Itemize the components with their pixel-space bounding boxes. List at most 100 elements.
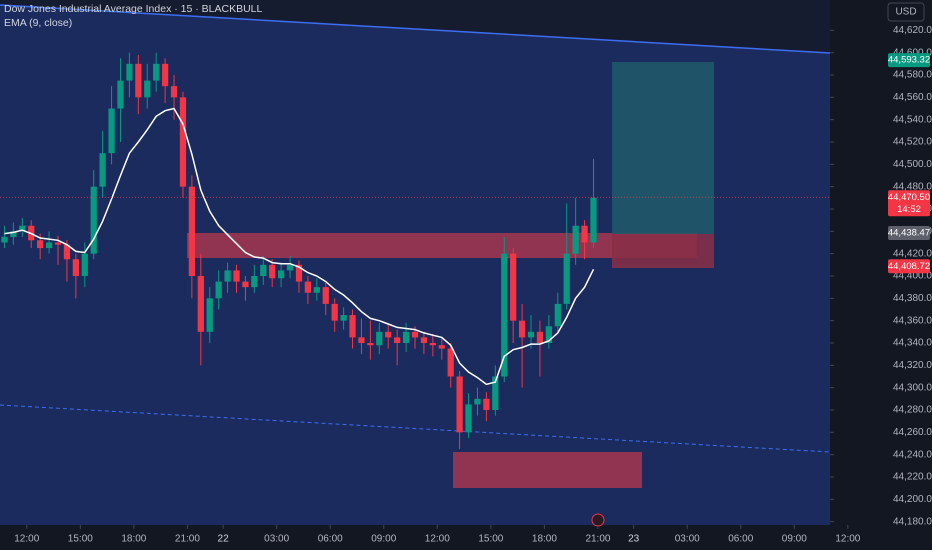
- x-tick-label: 06:00: [318, 534, 343, 545]
- candle-body: [545, 326, 552, 343]
- event-icon[interactable]: [591, 513, 605, 527]
- x-tick-label: 21:00: [585, 534, 610, 545]
- candle-body: [260, 264, 267, 276]
- candle-body: [340, 315, 347, 321]
- price-sublabel: 14:52: [897, 204, 921, 215]
- candle-body: [135, 63, 142, 98]
- y-tick-label: 44,400.00: [893, 271, 932, 282]
- candle-body: [144, 80, 151, 98]
- candle-body: [206, 298, 213, 332]
- candle-body: [349, 315, 356, 338]
- candle-body: [313, 287, 320, 293]
- y-tick-label: 44,180.00: [893, 516, 932, 527]
- x-tick-label: 12:00: [14, 534, 39, 545]
- y-tick-label: 44,420.00: [893, 248, 932, 259]
- y-tick-label: 44,480.00: [893, 181, 932, 192]
- chart-title: Dow Jones Industrial Average Index · 15 …: [4, 3, 263, 15]
- y-tick-label: 44,240.00: [893, 449, 932, 460]
- y-tick-label: 44,600.00: [893, 47, 932, 58]
- candle-body: [286, 264, 294, 271]
- candle-body: [358, 337, 365, 343]
- currency-button[interactable]: [887, 2, 925, 22]
- y-tick-label: 44,320.00: [893, 360, 932, 371]
- candle-body: [456, 376, 463, 433]
- candle-body: [117, 80, 124, 109]
- x-tick-label: 06:00: [728, 534, 753, 545]
- y-tick-label: 44,540.00: [893, 114, 932, 125]
- x-tick-label: 23: [628, 534, 640, 545]
- candle-body: [367, 342, 374, 346]
- y-tick-label: 44,220.00: [893, 472, 932, 483]
- x-tick-label: 15:00: [68, 534, 93, 545]
- candle-body: [563, 253, 570, 304]
- candle-body: [90, 186, 97, 254]
- indicator-label: EMA (9, close): [4, 17, 72, 29]
- y-tick-label: 44,300.00: [893, 382, 932, 393]
- x-tick-label: 18:00: [532, 534, 557, 545]
- candle-body: [278, 270, 285, 279]
- x-tick-label: 12:00: [425, 534, 450, 545]
- y-tick-label: 44,380.00: [893, 293, 932, 304]
- y-tick-label: 44,340.00: [893, 338, 932, 349]
- y-tick-label: 44,520.00: [893, 137, 932, 148]
- y-tick-label: 44,260.00: [893, 427, 932, 438]
- candle-body: [465, 404, 472, 433]
- price-label: 44,408.72: [888, 261, 930, 272]
- candle-body: [581, 225, 588, 243]
- candle-body: [438, 345, 445, 349]
- candle-body: [590, 197, 597, 243]
- candle-body: [108, 108, 115, 154]
- candle-body: [402, 331, 410, 343]
- candle-body: [242, 281, 249, 288]
- y-tick-label: 44,360.00: [893, 315, 932, 326]
- candle-body: [81, 253, 88, 276]
- target-box: [612, 62, 714, 234]
- x-tick-label: 12:00: [835, 534, 860, 545]
- candle-body: [447, 348, 454, 377]
- x-tick-label: 03:00: [675, 534, 700, 545]
- y-tick-label: 44,500.00: [893, 159, 932, 170]
- candle-body: [331, 303, 338, 321]
- candle-body: [474, 398, 481, 405]
- candle-body: [420, 337, 428, 343]
- candle-body: [72, 259, 79, 276]
- candle-body: [527, 331, 535, 338]
- price-label: 44,438.47: [888, 228, 930, 239]
- candle-body: [510, 253, 517, 321]
- y-tick-label: 44,580.00: [893, 70, 932, 81]
- candle-body: [188, 186, 196, 276]
- candle-body: [215, 281, 222, 299]
- candle-body: [295, 264, 303, 282]
- candle-body: [572, 225, 579, 254]
- candle-body: [170, 86, 178, 98]
- candle-body: [1, 236, 8, 243]
- candle-body: [518, 320, 526, 338]
- currency[interactable]: USD: [895, 7, 916, 18]
- candle-body: [161, 63, 169, 87]
- candle-body: [483, 398, 490, 410]
- y-tick-label: 44,560.00: [893, 92, 932, 103]
- candle-body: [554, 303, 561, 327]
- x-tick-label: 09:00: [371, 534, 396, 545]
- price-label-box: [888, 259, 930, 274]
- candle-body: [63, 244, 71, 260]
- candle-body: [224, 270, 231, 282]
- candle-body: [233, 270, 240, 282]
- x-tick-label: 09:00: [782, 534, 807, 545]
- candle-body: [99, 153, 106, 187]
- x-tick-label: 21:00: [175, 534, 200, 545]
- x-tick-label: 03:00: [264, 534, 289, 545]
- candle-body: [429, 342, 436, 346]
- x-tick-label: 22: [218, 534, 230, 545]
- candle-body: [376, 331, 383, 346]
- x-tick-label: 18:00: [121, 534, 146, 545]
- candle-body: [54, 242, 62, 245]
- candle-body: [536, 331, 544, 343]
- candle-body: [394, 337, 401, 343]
- candle-body: [179, 97, 187, 187]
- candle-body: [501, 253, 508, 377]
- y-tick-label: 44,280.00: [893, 405, 932, 416]
- candle-body: [126, 63, 133, 81]
- channel-bottom: [0, 404, 831, 453]
